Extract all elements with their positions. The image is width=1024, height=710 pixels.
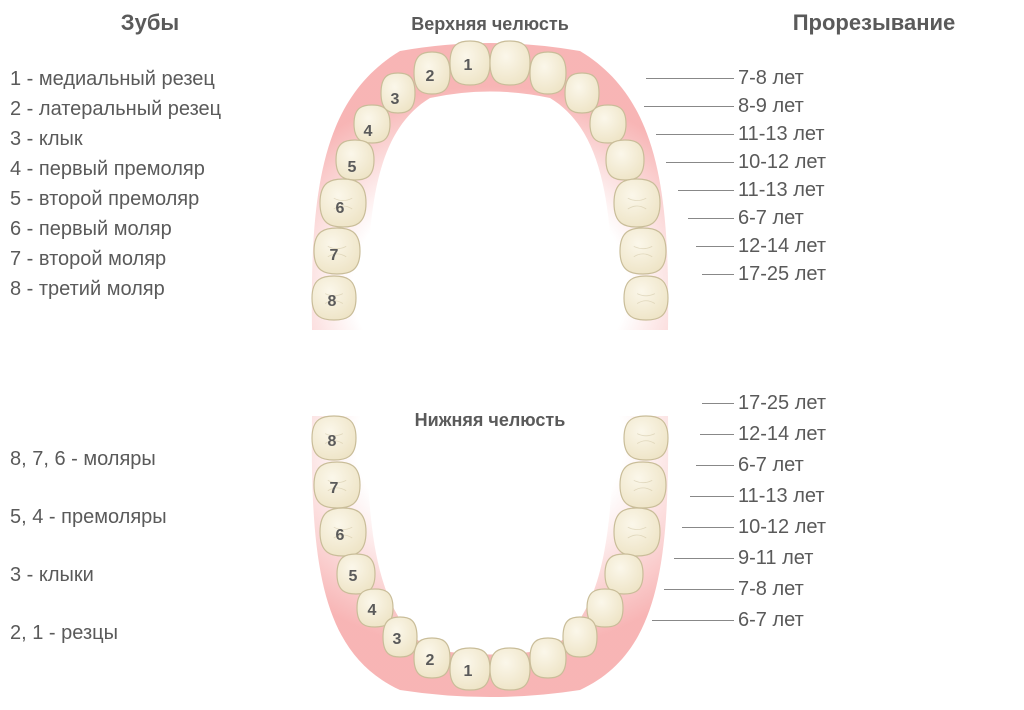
lower-eruption-4: 10-12 лет	[734, 512, 1014, 543]
svg-text:3: 3	[393, 631, 402, 648]
svg-text:1: 1	[464, 663, 473, 680]
svg-text:5: 5	[348, 159, 357, 176]
eruption-age: 17-25 лет	[738, 392, 826, 415]
tooth-name-2: 2 - латеральный резец	[10, 94, 290, 124]
tooth-name-5: 5 - второй премоляр	[10, 184, 290, 214]
tooth-name-7: 7 - второй моляр	[10, 244, 290, 274]
lower-eruption-8: 17-25 лет	[734, 388, 1014, 419]
tooth-name-6: 6 - первый моляр	[10, 214, 290, 244]
lower-eruption-3: 9-11 лет	[734, 543, 1014, 574]
tooth-groups: 8, 7, 6 - моляры 5, 4 - премоляры 3 - кл…	[10, 444, 290, 648]
eruption-age: 11-13 лет	[738, 179, 825, 202]
eruption-age: 7-8 лет	[738, 67, 804, 90]
eruption-age: 6-7 лет	[738, 207, 804, 230]
lower-jaw-title: Нижняя челюсть	[270, 410, 710, 431]
svg-text:8: 8	[328, 433, 337, 450]
eruption-age: 6-7 лет	[738, 454, 804, 477]
left-column: Зубы 1 - медиальный резец 2 - латеральны…	[10, 10, 290, 676]
tooth-names-list: 1 - медиальный резец 2 - латеральный рез…	[10, 64, 290, 304]
upper-jaw: 1 2 3 4 5 6 7 8	[312, 41, 668, 330]
jaw-svg: 1234567887654321	[270, 8, 710, 708]
svg-text:6: 6	[336, 200, 345, 217]
svg-text:5: 5	[349, 568, 358, 585]
eruption-age: 11-13 лет	[738, 485, 825, 508]
eruption-age: 6-7 лет	[738, 609, 804, 632]
tooth-name-8: 8 - третий моляр	[10, 274, 290, 304]
lower-eruption-7: 12-14 лет	[734, 419, 1014, 450]
svg-text:8: 8	[328, 293, 337, 310]
eruption-age: 12-14 лет	[738, 423, 826, 446]
svg-text:4: 4	[368, 602, 377, 619]
svg-text:7: 7	[330, 480, 339, 497]
svg-text:1: 1	[464, 57, 473, 74]
upper-eruption-8: 17-25 лет	[734, 260, 1014, 288]
lower-jaw: 8 7 6 543 2 1	[312, 416, 668, 697]
group-molars: 8, 7, 6 - моляры	[10, 444, 290, 474]
lower-eruption-list: 17-25 лет 12-14 лет 6-7 лет 11-13 лет 10…	[734, 388, 1014, 636]
eruption-title: Прорезывание	[734, 10, 1014, 36]
group-premolars: 5, 4 - премоляры	[10, 502, 290, 532]
upper-eruption-2: 8-9 лет	[734, 92, 1014, 120]
lower-eruption-5: 11-13 лет	[734, 481, 1014, 512]
svg-text:7: 7	[330, 247, 339, 264]
eruption-age: 7-8 лет	[738, 578, 804, 601]
upper-jaw-title: Верхняя челюсть	[270, 14, 710, 35]
group-incisors: 2, 1 - резцы	[10, 618, 290, 648]
svg-text:2: 2	[426, 652, 435, 669]
eruption-age: 9-11 лет	[738, 547, 813, 570]
right-column: Прорезывание 7-8 лет 8-9 лет 11-13 лет 1…	[734, 10, 1014, 636]
upper-eruption-5: 11-13 лет	[734, 176, 1014, 204]
eruption-age: 17-25 лет	[738, 263, 826, 286]
tooth-name-4: 4 - первый премоляр	[10, 154, 290, 184]
teeth-title: Зубы	[10, 10, 290, 36]
tooth-name-1: 1 - медиальный резец	[10, 64, 290, 94]
upper-eruption-list: 7-8 лет 8-9 лет 11-13 лет 10-12 лет 11-1…	[734, 64, 1014, 288]
eruption-age: 11-13 лет	[738, 123, 825, 146]
upper-eruption-3: 11-13 лет	[734, 120, 1014, 148]
svg-text:3: 3	[391, 91, 400, 108]
lower-eruption-1: 6-7 лет	[734, 605, 1014, 636]
group-canines: 3 - клыки	[10, 560, 290, 590]
upper-eruption-1: 7-8 лет	[734, 64, 1014, 92]
eruption-age: 8-9 лет	[738, 95, 804, 118]
svg-text:4: 4	[364, 123, 373, 140]
svg-text:6: 6	[336, 527, 345, 544]
eruption-age: 12-14 лет	[738, 235, 826, 258]
svg-text:2: 2	[426, 68, 435, 85]
eruption-age: 10-12 лет	[738, 516, 826, 539]
lower-eruption-6: 6-7 лет	[734, 450, 1014, 481]
upper-eruption-6: 6-7 лет	[734, 204, 1014, 232]
jaw-diagram: Верхняя челюсть Нижняя челюсть	[270, 8, 710, 708]
tooth-name-3: 3 - клык	[10, 124, 290, 154]
eruption-age: 10-12 лет	[738, 151, 826, 174]
upper-eruption-7: 12-14 лет	[734, 232, 1014, 260]
upper-eruption-4: 10-12 лет	[734, 148, 1014, 176]
lower-eruption-2: 7-8 лет	[734, 574, 1014, 605]
